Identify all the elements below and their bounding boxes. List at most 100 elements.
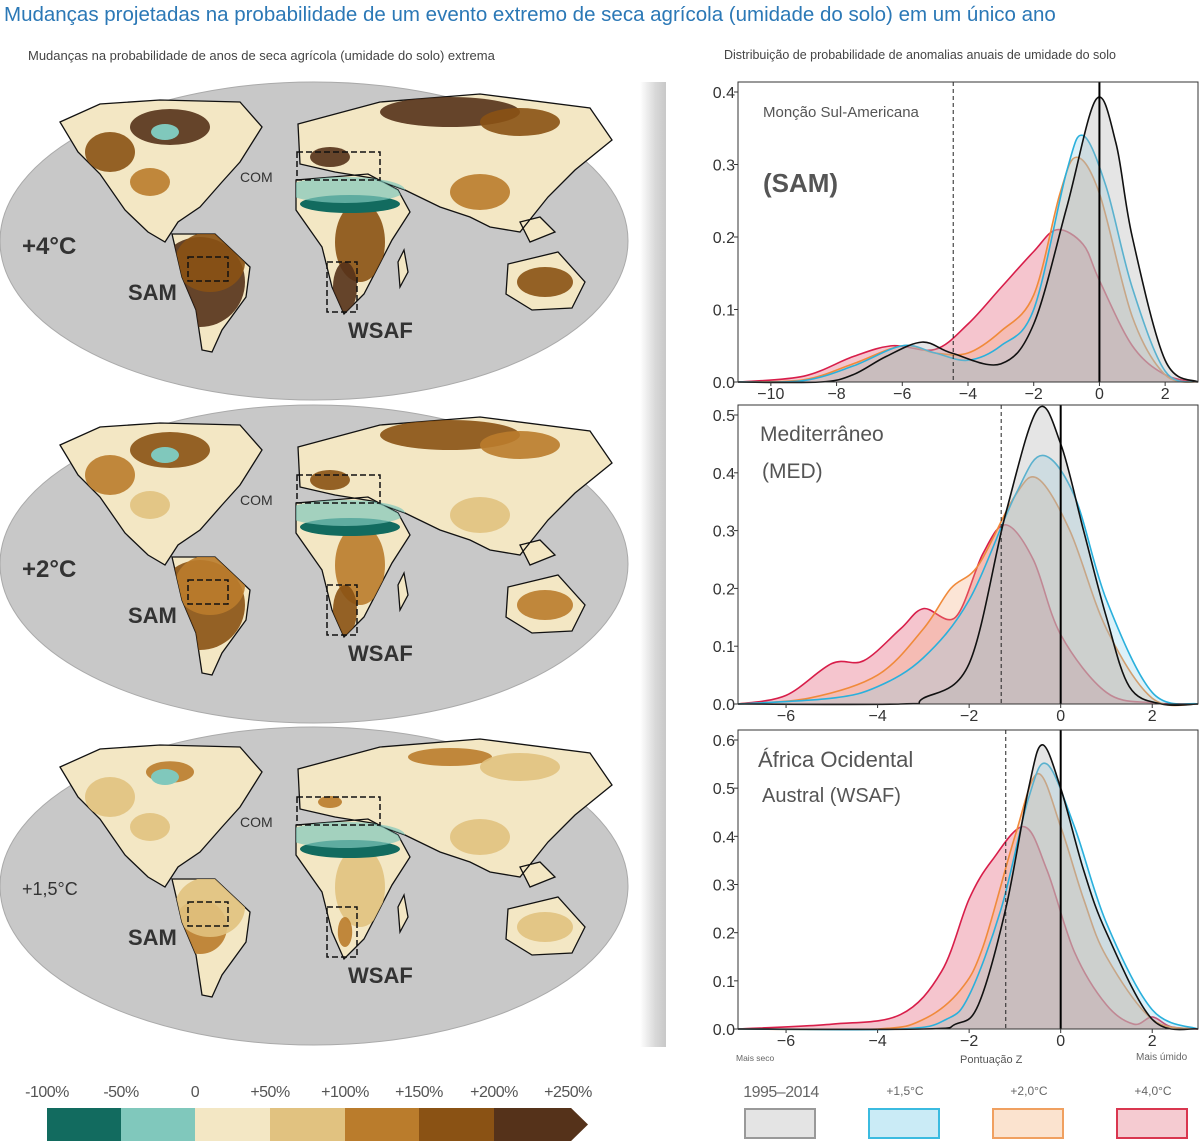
panel-separator: [640, 82, 666, 1047]
density-fill-+1,5°C: [738, 763, 1198, 1030]
density-chart-0: −10 −8 −6 −4 −2 0 2 0.0 0.1 0.2 0.3 0.4 Monção Sul-A…: [713, 81, 1199, 403]
density-fill-1995–2014: [738, 744, 1198, 1030]
drought-increase-area: [480, 753, 560, 781]
density-line-+2,0°C: [737, 156, 1199, 383]
density-fill-+2,0°C: [738, 157, 1198, 383]
colorbar-label: -100%: [25, 1084, 69, 1101]
x-tick-label: −4: [959, 386, 977, 403]
y-tick-label: 0.2: [713, 581, 735, 598]
legend-label: +1,5°C: [886, 1084, 924, 1098]
region-box: [187, 256, 229, 282]
x-tick-label: 2: [1148, 708, 1157, 725]
density-line-1995–2014: [737, 405, 1199, 707]
legend-swatch: [744, 1108, 816, 1139]
y-tick-label: 0.4: [713, 85, 735, 102]
plot-frame: [737, 81, 1199, 383]
density-fill-+1,5°C: [738, 135, 1198, 383]
region-code: (SAM): [763, 168, 838, 198]
density-fill-+2,0°C: [738, 476, 1198, 706]
density-line-+1,5°C: [737, 762, 1199, 1031]
drought-change-shading: [85, 97, 573, 327]
y-tick-label: 0.1: [713, 974, 735, 991]
warming-level-label: +4°C: [22, 233, 76, 260]
drought-decrease-area: [151, 769, 179, 785]
y-tick-label: 0.4: [713, 466, 735, 483]
drought-decrease-area: [285, 500, 405, 526]
region-name-line2: Austral (WSAF): [762, 785, 901, 807]
legend-swatch: [868, 1108, 940, 1139]
density-fill-+4,0°C: [738, 229, 1198, 382]
y-tick-label: 0.0: [713, 697, 735, 714]
sam-label: SAM: [128, 280, 177, 305]
density-line-+4,0°C: [737, 228, 1199, 383]
colorbar-swatch: [47, 1108, 122, 1141]
y-tick-label: 0.6: [713, 733, 735, 750]
drought-change-shading: [85, 748, 573, 954]
density-line-+2,0°C: [737, 476, 1199, 707]
warming-level-label: +1,5°C: [22, 879, 78, 899]
drought-increase-area: [130, 813, 170, 841]
charts-subtitle: Distribuição de probabilidade de anomali…: [724, 48, 1116, 62]
colorbar-swatch: [494, 1108, 588, 1141]
world-map: COM +1,5°C SAM WSAF: [0, 726, 629, 1046]
y-tick-label: 0.5: [713, 408, 735, 425]
region-box: [326, 584, 358, 636]
colorbar-swatch: [419, 1108, 495, 1141]
x-tick-label: 0: [1095, 386, 1104, 403]
y-tick-label: 0.0: [713, 375, 735, 392]
y-tick-label: 0.4: [713, 829, 735, 846]
legend-label: 1995–2014: [743, 1084, 819, 1101]
density-fill-1995–2014: [738, 406, 1198, 706]
region-box: [187, 579, 229, 605]
region-code: (MED): [762, 460, 823, 483]
drought-decrease-area: [151, 447, 179, 463]
drought-increase-area: [333, 585, 357, 635]
x-tick-label: −10: [757, 386, 784, 403]
wsaf-label: WSAF: [348, 641, 413, 666]
sam-label: SAM: [128, 925, 177, 950]
colorbar-label: +250%: [544, 1084, 592, 1101]
density-line-+1,5°C: [737, 454, 1199, 705]
x-tick-label: −6: [777, 708, 795, 725]
y-tick-label: 0.2: [713, 230, 735, 247]
drought-increase-area: [310, 470, 350, 490]
colorbar-swatch: [270, 1108, 346, 1141]
drought-decrease-area: [285, 822, 405, 848]
warming-level-label: +2°C: [22, 556, 76, 583]
plot-frame: [737, 404, 1199, 705]
x-tick-label: −2: [960, 708, 978, 725]
colorbar-label: -50%: [103, 1084, 139, 1101]
wsaf-label: WSAF: [348, 318, 413, 343]
density-fill-+2,0°C: [738, 773, 1198, 1030]
colorbar-swatch: [195, 1108, 271, 1141]
legend-label: +2,0°C: [1010, 1084, 1048, 1098]
colorbar-label: +150%: [395, 1084, 443, 1101]
drought-increase-area: [408, 748, 492, 766]
x-tick-label: −4: [868, 1033, 886, 1050]
figure-title: Mudanças projetadas na probabilidade de …: [4, 3, 1056, 26]
legend-swatch: [1116, 1108, 1188, 1139]
region-box: [296, 796, 381, 826]
sam-label: SAM: [128, 603, 177, 628]
continents: [59, 93, 613, 353]
y-tick-label: 0.5: [713, 781, 735, 798]
x-tick-label: 2: [1148, 1033, 1157, 1050]
drought-change-shading: [85, 420, 573, 650]
drought-decrease-area: [285, 177, 405, 203]
y-tick-label: 0.0: [713, 1022, 735, 1039]
drought-increase-area: [318, 796, 342, 808]
region-name: África Ocidental: [758, 747, 913, 772]
drought-increase-area: [517, 590, 573, 620]
drought-increase-area: [85, 777, 135, 817]
x-tick-label: 0: [1056, 708, 1065, 725]
density-line-+4,0°C: [737, 524, 1199, 705]
colorbar-label: +50%: [250, 1084, 290, 1101]
drought-increase-area: [337, 917, 353, 947]
com-label: COM: [240, 169, 273, 185]
drought-increase-area: [130, 491, 170, 519]
world-map: COM +4°C SAM WSAF: [0, 81, 629, 401]
drought-increase-area: [310, 147, 350, 167]
density-line-+4,0°C: [737, 825, 1199, 1030]
com-label: COM: [240, 814, 273, 830]
